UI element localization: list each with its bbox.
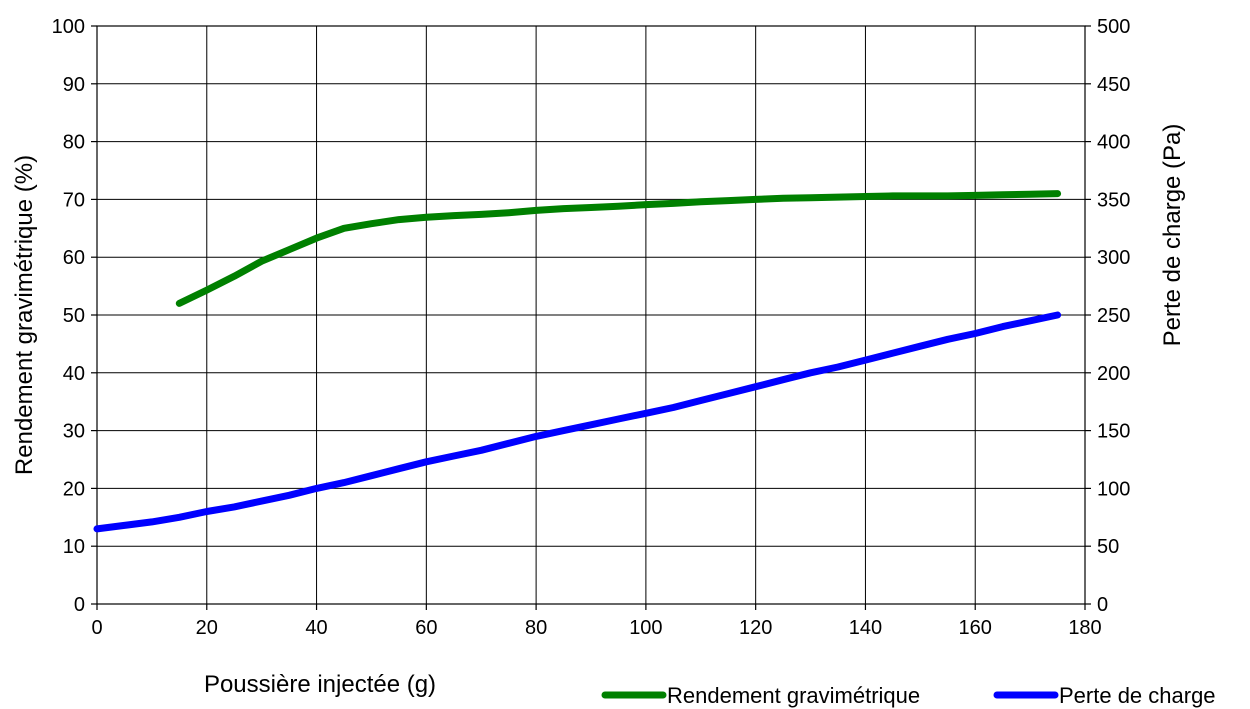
y-axis-right-title: Perte de charge (Pa) — [1159, 124, 1186, 347]
y-right-tick-label: 300 — [1097, 247, 1130, 269]
y-left-tick-label: 50 — [63, 305, 85, 327]
x-tick-label: 20 — [196, 617, 218, 639]
x-tick-label: 80 — [525, 617, 547, 639]
series-layer — [93, 190, 1062, 533]
y-right-tick-label: 200 — [1097, 363, 1130, 385]
x-axis-title: Poussière injectée (g) — [204, 671, 436, 698]
y-left-tick-label: 10 — [63, 536, 85, 558]
grid — [97, 26, 1085, 604]
legend-label: Rendement gravimétrique — [667, 683, 920, 708]
x-tick-label: 40 — [305, 617, 327, 639]
y-axis-right: 0 50 100 150 200 250 300 350 400 450 500 — [1085, 16, 1130, 616]
y-right-tick-label: 350 — [1097, 189, 1130, 211]
x-tick-label: 180 — [1068, 617, 1101, 639]
y-left-tick-label: 90 — [63, 74, 85, 96]
x-tick-label: 140 — [849, 617, 882, 639]
y-right-tick-label: 50 — [1097, 536, 1119, 558]
y-left-tick-label: 0 — [74, 594, 85, 616]
y-right-tick-label: 500 — [1097, 16, 1130, 38]
series-line-perte-de-charge — [93, 311, 1062, 533]
x-axis: 0 20 40 60 80 100 120 140 160 180 — [91, 604, 1102, 639]
series-line-rendement — [175, 190, 1062, 307]
x-tick-label: 0 — [91, 617, 102, 639]
y-left-tick-label: 80 — [63, 132, 85, 154]
x-tick-label: 160 — [959, 617, 992, 639]
y-left-tick-label: 40 — [63, 363, 85, 385]
y-left-tick-label: 60 — [63, 247, 85, 269]
y-left-tick-label: 70 — [63, 189, 85, 211]
legend: Rendement gravimétrique Perte de charge — [601, 683, 1216, 708]
x-tick-label: 100 — [629, 617, 662, 639]
y-axis-left: 0 10 20 30 40 50 60 70 80 90 100 — [52, 16, 97, 616]
y-right-tick-label: 250 — [1097, 305, 1130, 327]
y-right-tick-label: 400 — [1097, 132, 1130, 154]
y-right-tick-label: 0 — [1097, 594, 1108, 616]
y-left-tick-label: 30 — [63, 421, 85, 443]
x-tick-label: 120 — [739, 617, 772, 639]
y-left-tick-label: 100 — [52, 16, 85, 38]
x-tick-label: 60 — [415, 617, 437, 639]
y-left-tick-label: 20 — [63, 478, 85, 500]
y-axis-left-title: Rendement gravimétrique (%) — [11, 155, 38, 475]
y-right-tick-label: 100 — [1097, 478, 1130, 500]
y-right-tick-label: 150 — [1097, 421, 1130, 443]
y-right-tick-label: 450 — [1097, 74, 1130, 96]
legend-label: Perte de charge — [1059, 683, 1216, 708]
